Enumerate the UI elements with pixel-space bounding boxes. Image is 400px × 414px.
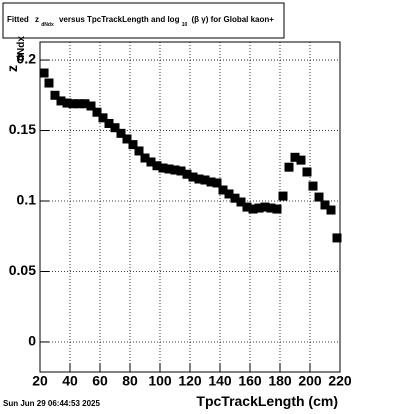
marker xyxy=(248,204,258,214)
marker xyxy=(39,68,49,78)
x-axis-label: TpcTrackLength (cm) xyxy=(196,393,338,409)
marker xyxy=(320,200,330,210)
x-tick-label: 140 xyxy=(208,373,232,389)
marker xyxy=(194,174,204,184)
marker xyxy=(272,204,282,214)
marker xyxy=(182,169,192,179)
marker xyxy=(50,90,60,100)
title-part: (β γ) for Global kaon+ xyxy=(192,15,275,24)
marker xyxy=(110,123,120,133)
marker xyxy=(278,191,288,201)
x-tick-label: 160 xyxy=(238,373,262,389)
marker xyxy=(164,164,174,174)
marker xyxy=(284,162,294,172)
y-tick-label: 0.05 xyxy=(9,262,36,278)
marker xyxy=(44,78,54,88)
marker xyxy=(176,166,186,176)
marker xyxy=(290,152,300,162)
marker xyxy=(218,185,228,195)
y-tick-label: 0.15 xyxy=(9,121,36,137)
marker xyxy=(242,202,252,212)
marker xyxy=(116,128,126,138)
y-label-part: dNdx xyxy=(16,36,27,61)
chart-title: Fitted z dNdx versus TpcTrackLength and … xyxy=(7,15,274,28)
marker xyxy=(146,157,156,167)
marker xyxy=(134,146,144,156)
marker xyxy=(254,203,264,213)
x-tick-label: 60 xyxy=(92,373,108,389)
title-part: z xyxy=(35,15,39,24)
marker xyxy=(200,175,210,185)
marker xyxy=(230,193,240,203)
title-part: Fitted xyxy=(7,15,29,24)
marker xyxy=(62,98,72,108)
marker xyxy=(56,96,66,106)
x-tick-label: 120 xyxy=(178,373,202,389)
marker xyxy=(158,163,168,173)
marker xyxy=(92,107,102,117)
marker xyxy=(140,153,150,163)
marker xyxy=(212,178,222,188)
x-tick-label: 20 xyxy=(32,373,48,389)
marker xyxy=(224,189,234,199)
marker xyxy=(170,165,180,175)
marker xyxy=(314,192,324,202)
marker xyxy=(122,134,132,144)
marker xyxy=(86,101,96,111)
title-box xyxy=(2,2,285,39)
marker xyxy=(68,99,78,109)
marker xyxy=(128,140,138,150)
marker xyxy=(188,172,198,182)
marker xyxy=(326,205,336,215)
x-tick-label: 40 xyxy=(62,373,78,389)
marker xyxy=(296,155,306,165)
marker xyxy=(236,197,246,207)
y-tick-label: 0.2 xyxy=(17,51,37,67)
title-part: dNdx xyxy=(41,22,54,28)
x-tick-label: 80 xyxy=(122,373,138,389)
marker xyxy=(260,202,270,212)
y-axis-label: z dNdx xyxy=(4,36,27,72)
timestamp: Sun Jun 29 06:44:53 2025 xyxy=(3,399,100,408)
marker xyxy=(302,167,312,177)
marker xyxy=(104,118,114,128)
marker xyxy=(332,233,342,243)
marker xyxy=(266,203,276,213)
x-tick-label: 180 xyxy=(268,373,292,389)
y-tick-label: 0 xyxy=(28,333,36,349)
y-label-part: z xyxy=(4,65,20,72)
marker xyxy=(74,99,84,109)
x-tick-label: 200 xyxy=(298,373,322,389)
x-tick-label: 220 xyxy=(328,373,352,389)
marker xyxy=(152,161,162,171)
marker xyxy=(98,113,108,123)
x-tick-label: 100 xyxy=(148,373,172,389)
marker xyxy=(80,99,90,109)
title-part: 10 xyxy=(182,22,188,28)
marker xyxy=(206,177,216,187)
marker xyxy=(308,181,318,191)
title-part: versus TpcTrackLength and log xyxy=(59,15,180,24)
y-tick-label: 0.1 xyxy=(17,192,37,208)
